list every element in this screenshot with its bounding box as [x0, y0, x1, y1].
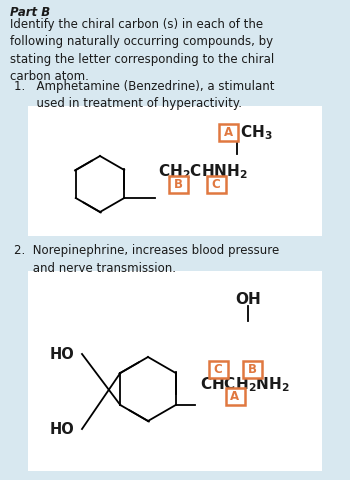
- Bar: [243, 361, 261, 378]
- Bar: [28, 271, 322, 471]
- Text: $\mathbf{CH_2CHNH_2}$: $\mathbf{CH_2CHNH_2}$: [158, 162, 248, 181]
- Text: A: A: [230, 390, 239, 403]
- Text: 1.   Amphetamine (Benzedrine), a stimulant
      used in treatment of hyperactiv: 1. Amphetamine (Benzedrine), a stimulant…: [14, 80, 274, 110]
- Text: B: B: [174, 178, 182, 191]
- Text: OH: OH: [235, 292, 261, 307]
- Text: Identify the chiral carbon (s) in each of the
following naturally occurring comp: Identify the chiral carbon (s) in each o…: [10, 18, 274, 84]
- Bar: [206, 176, 225, 193]
- Bar: [209, 361, 228, 378]
- Text: B: B: [247, 363, 257, 376]
- Bar: [218, 124, 238, 141]
- Text: $\mathbf{CH_3}$: $\mathbf{CH_3}$: [240, 123, 273, 142]
- Text: 2.  Norepinephrine, increases blood pressure
     and nerve transmission.: 2. Norepinephrine, increases blood press…: [14, 243, 279, 274]
- Bar: [225, 388, 245, 405]
- Text: $\mathbf{CHCH_2NH_2}$: $\mathbf{CHCH_2NH_2}$: [200, 375, 290, 394]
- Text: C: C: [212, 178, 220, 191]
- Text: A: A: [223, 126, 232, 139]
- Text: C: C: [214, 363, 222, 376]
- Bar: [28, 107, 322, 237]
- Bar: [168, 176, 188, 193]
- Text: Part B: Part B: [10, 6, 50, 19]
- Text: HO: HO: [50, 347, 75, 362]
- Text: HO: HO: [50, 421, 75, 437]
